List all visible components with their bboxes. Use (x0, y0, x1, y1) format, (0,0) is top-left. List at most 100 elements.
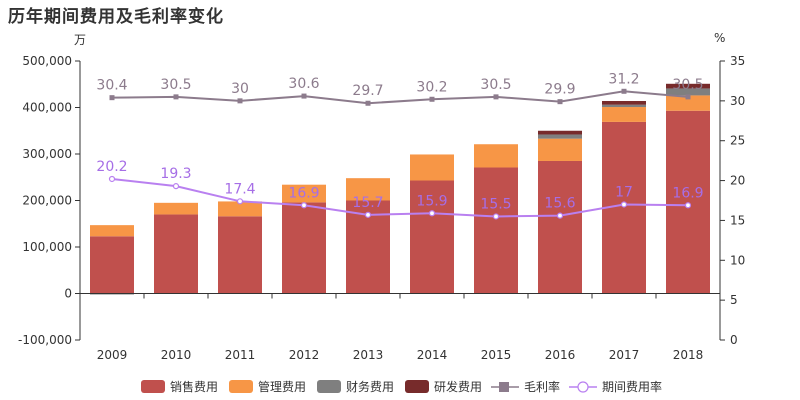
line-marker (557, 99, 563, 105)
data-label: 30.6 (288, 76, 319, 92)
left-tick-label: 0 (64, 287, 72, 301)
bar-segment (410, 180, 454, 294)
series-line (111, 90, 689, 105)
line-marker (300, 202, 308, 209)
line-marker (301, 93, 307, 99)
data-label: 15.5 (480, 196, 511, 212)
legend: 销售费用 管理费用 财务费用 研发费用 毛利率 期间费用率 (141, 379, 662, 394)
line-marker (109, 95, 115, 101)
left-tick-label: 300,000 (22, 147, 72, 161)
line-marker (493, 94, 499, 100)
legend-marker (577, 381, 589, 393)
data-labels-layer: 30.4 30.5 30 30.6 29.7 30.2 30.5 29.9 31.2 30.5 20… (96, 71, 703, 212)
legend-label: 管理费用 (258, 379, 306, 394)
bar-segment (538, 138, 582, 161)
legend-label: 研发费用 (434, 379, 482, 394)
data-label: 17 (615, 184, 633, 200)
data-label: 17.4 (224, 181, 255, 197)
left-axis-unit: 万 (74, 33, 87, 47)
x-tick-label: 2013 (353, 348, 384, 362)
x-tick-label: 2018 (673, 348, 704, 362)
legend-marker (499, 382, 509, 392)
right-axis-unit: % (714, 31, 726, 45)
bar-segment (474, 167, 518, 294)
right-tick-label: 15 (730, 213, 745, 227)
data-label: 15.6 (544, 196, 575, 212)
line-marker (108, 175, 116, 183)
line-marker (620, 201, 628, 208)
data-label: 29.7 (352, 83, 383, 99)
bar-segment (90, 225, 134, 237)
legend-swatch (141, 380, 165, 393)
data-label: 16.9 (672, 185, 703, 201)
x-tick-label: 2011 (225, 348, 256, 362)
series-line (111, 177, 689, 218)
bar-segment (666, 110, 710, 294)
lines-layer (108, 88, 692, 220)
line-marker (621, 88, 627, 94)
bar-segment (602, 107, 646, 122)
bars-layer (90, 83, 710, 295)
legend-swatch (405, 380, 429, 393)
bar-segment (602, 104, 646, 108)
left-tick-label: -100,000 (18, 333, 72, 347)
legend-label: 期间费用率 (602, 379, 662, 394)
legend-swatch (317, 380, 341, 393)
bar-segment (154, 214, 198, 294)
bar-segment (218, 216, 262, 294)
bar-segment (666, 88, 710, 96)
bar-segment (282, 202, 326, 294)
data-label: 30.5 (480, 77, 511, 93)
x-tick-label: 2015 (481, 348, 512, 362)
data-label: 30.2 (416, 79, 447, 95)
line-marker (236, 198, 244, 205)
bar-segment (474, 144, 518, 168)
bar-segment (666, 83, 710, 89)
line-marker (365, 100, 371, 106)
x-tick-label: 2017 (609, 348, 640, 362)
left-tick-label: 200,000 (22, 194, 72, 208)
left-tick-label: 400,000 (22, 101, 72, 115)
x-tick-label: 2012 (289, 348, 320, 362)
line-marker (685, 94, 691, 100)
line-marker (173, 94, 179, 100)
data-label: 15.7 (352, 195, 383, 211)
data-label: 20.2 (96, 159, 127, 175)
legend-swatch (229, 380, 253, 393)
data-label: 29.9 (544, 82, 575, 98)
axes-layer: -100,000 0 100,000 200,000 300,000 400,000 500… (18, 54, 745, 362)
right-tick-label: 5 (730, 293, 738, 307)
bar-segment (154, 202, 198, 215)
bar-segment (538, 160, 582, 294)
legend-label: 销售费用 (170, 379, 218, 394)
line-marker (492, 213, 500, 220)
data-label: 30.5 (160, 77, 191, 93)
legend-label: 毛利率 (524, 379, 560, 394)
right-tick-label: 25 (730, 134, 745, 148)
x-tick-label: 2009 (97, 348, 128, 362)
data-label: 30 (231, 81, 249, 97)
bar-segment (538, 130, 582, 135)
left-tick-label: 500,000 (22, 54, 72, 68)
x-tick-label: 2010 (161, 348, 192, 362)
data-label: 19.3 (160, 166, 191, 182)
data-label: 16.9 (288, 185, 319, 201)
line-marker (428, 210, 436, 217)
line-marker (556, 212, 564, 219)
line-marker (172, 183, 180, 190)
legend-label: 财务费用 (346, 379, 394, 394)
line-marker (429, 96, 435, 102)
left-tick-label: 100,000 (22, 240, 72, 254)
x-tick-label: 2016 (545, 348, 576, 362)
right-tick-label: 20 (730, 174, 745, 188)
right-tick-label: 35 (730, 54, 745, 68)
line-marker (237, 98, 243, 104)
data-label: 30.4 (96, 78, 127, 94)
line-marker (364, 211, 372, 218)
x-tick-label: 2014 (417, 348, 448, 362)
chart-title: 历年期间费用及毛利率变化 (8, 7, 224, 27)
data-label: 30.5 (672, 77, 703, 93)
right-tick-label: 0 (730, 333, 738, 347)
data-label: 15.9 (416, 193, 447, 209)
bar-segment (282, 184, 326, 203)
